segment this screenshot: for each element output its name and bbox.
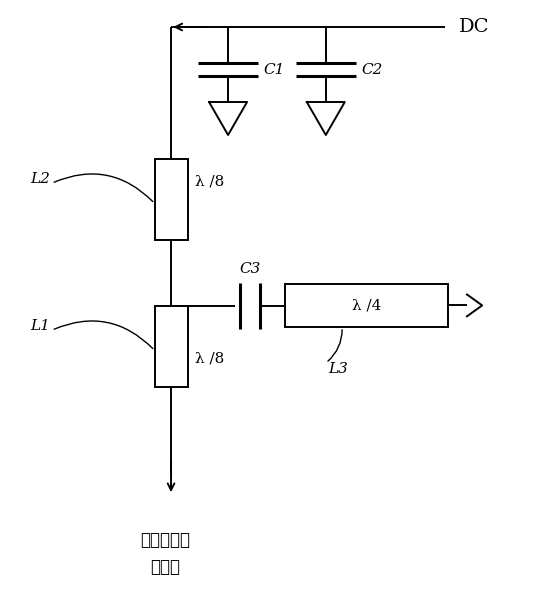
Bar bbox=[155, 306, 188, 387]
Text: 或栅极: 或栅极 bbox=[150, 558, 181, 576]
Text: L1: L1 bbox=[30, 319, 50, 333]
Text: L2: L2 bbox=[30, 172, 50, 186]
Text: DC: DC bbox=[459, 18, 489, 36]
Text: λ /4: λ /4 bbox=[352, 298, 381, 313]
Text: C3: C3 bbox=[239, 262, 261, 276]
Text: 到功放漏极: 到功放漏极 bbox=[141, 531, 191, 549]
Text: C1: C1 bbox=[263, 62, 285, 77]
Text: L3: L3 bbox=[329, 362, 349, 376]
Text: λ /8: λ /8 bbox=[195, 352, 224, 365]
Bar bbox=[285, 284, 448, 327]
Text: C2: C2 bbox=[361, 62, 382, 77]
Text: λ /8: λ /8 bbox=[195, 175, 224, 188]
Bar bbox=[155, 159, 188, 240]
